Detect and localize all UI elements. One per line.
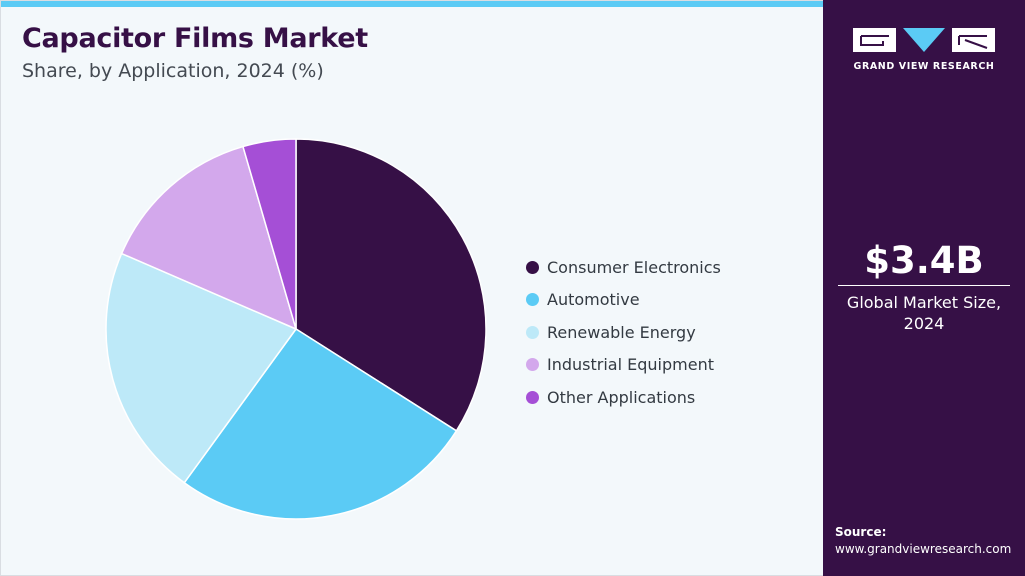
legend-swatch [526,293,539,307]
brand-logo: GRAND VIEW RESEARCH [853,28,995,72]
logo-mark-icon [853,28,995,52]
pie-slice-automotive [183,327,458,520]
legend-swatch [526,358,539,372]
legend-item: Other Applications [526,381,721,414]
pie-slice-renewable-energy [105,252,298,484]
pie-slice-industrial-equipment [120,145,298,331]
value-divider [838,285,1010,286]
legend-label: Other Applications [547,387,696,407]
legend-label: Automotive [547,290,640,310]
source-url[interactable]: www.grandviewresearch.com [835,542,1012,556]
legend-item: Automotive [526,284,721,317]
legend-label: Industrial Equipment [547,355,714,375]
chart-subtitle: Share, by Application, 2024 (%) [22,60,324,82]
accent-top-bar [1,1,824,7]
source-label: Source: [835,525,887,539]
legend-swatch [526,260,539,274]
legend-item: Consumer Electronics [526,251,721,284]
pie-slice-other-applications [242,138,297,330]
logo-text: GRAND VIEW RESEARCH [853,61,995,72]
market-size-label: Global Market Size, 2024 [833,292,1015,334]
chart-title: Capacitor Films Market [22,23,368,54]
legend-item: Renewable Energy [526,316,721,349]
market-size-value: $3.4B [864,239,984,282]
pie-chart [105,138,487,520]
legend-label: Renewable Energy [547,322,696,342]
sidebar: GRAND VIEW RESEARCH $3.4B Global Market … [823,0,1025,576]
legend-swatch [526,390,539,404]
pie-slice-consumer-electronics [295,138,487,432]
chart-legend: Consumer Electronics Automotive Renewable … [526,251,721,414]
legend-label: Consumer Electronics [547,257,721,277]
market-size-label-line1: Global Market Size, [846,293,1002,312]
market-size-label-line2: 2024 [903,314,945,333]
legend-swatch [526,325,539,339]
legend-item: Industrial Equipment [526,349,721,382]
